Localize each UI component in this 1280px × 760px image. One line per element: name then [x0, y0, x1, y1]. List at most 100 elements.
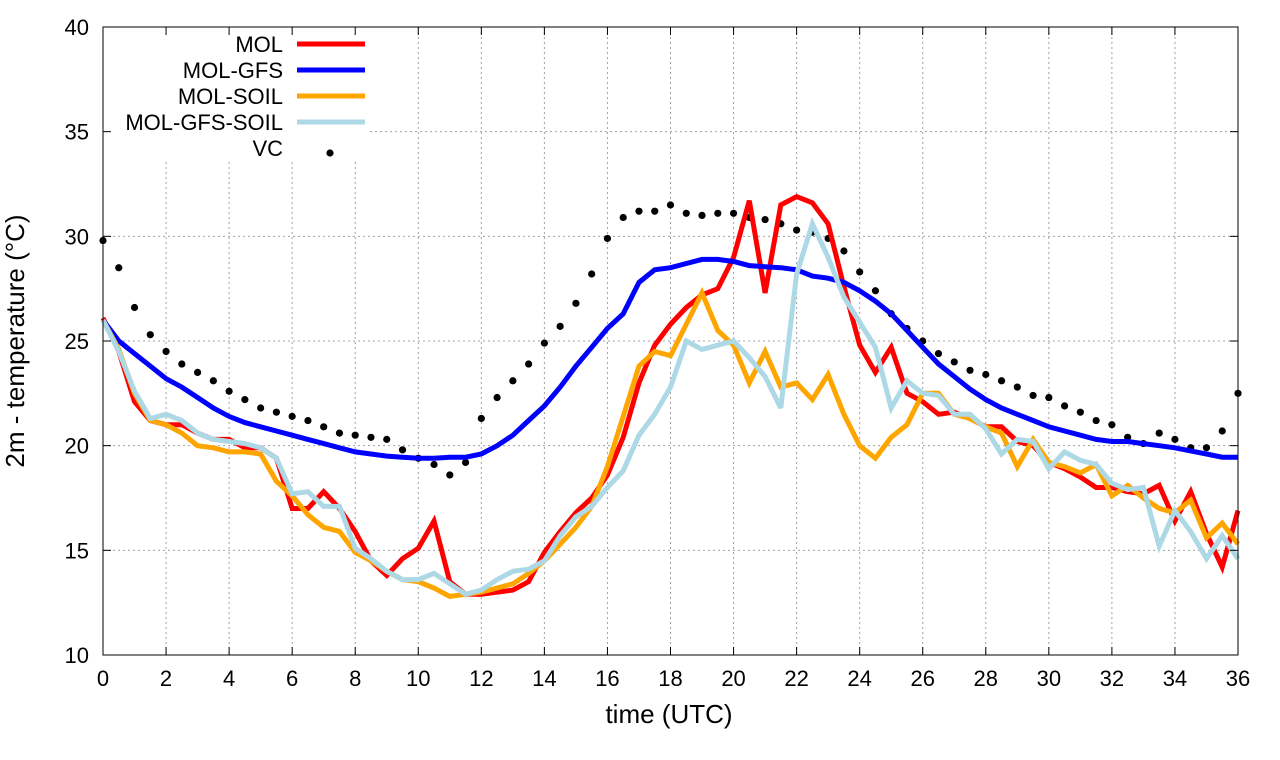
data-point-vc [1108, 421, 1116, 429]
legend-label-vc: VC [252, 136, 283, 161]
y-tick-label: 35 [65, 120, 89, 145]
data-point-vc [320, 423, 328, 431]
x-tick-label: 8 [349, 666, 361, 691]
y-tick-label: 15 [65, 538, 89, 563]
x-tick-label: 6 [286, 666, 298, 691]
data-point-vc [525, 360, 533, 368]
x-tick-label: 20 [721, 666, 745, 691]
data-point-vc [666, 201, 675, 209]
x-tick-label: 30 [1037, 666, 1061, 691]
data-point-vc [272, 408, 281, 416]
data-point-vc [1076, 408, 1084, 416]
data-point-vc [383, 435, 391, 443]
data-point-vc [178, 360, 186, 368]
data-point-vc [982, 370, 990, 379]
data-point-vc [461, 458, 470, 467]
x-tick-label: 4 [223, 666, 235, 691]
x-tick-label: 14 [532, 666, 556, 691]
data-point-vc [288, 412, 296, 420]
data-point-vc [603, 234, 612, 243]
data-point-vc [1155, 429, 1163, 437]
x-tick-label: 16 [595, 666, 619, 691]
x-tick-label: 0 [97, 666, 109, 691]
x-tick-label: 18 [658, 666, 682, 691]
series-line-mol [100, 193, 1241, 597]
y-tick-label: 20 [65, 434, 89, 459]
series-line-mol-gfs-soil [100, 216, 1241, 598]
data-point-vc [257, 404, 265, 412]
x-tick-label: 28 [974, 666, 998, 691]
data-point-vc [635, 207, 643, 215]
data-point-vc [304, 416, 312, 425]
y-tick-label: 30 [65, 224, 89, 249]
data-point-vc [1202, 444, 1211, 452]
tick-layer: 0 2 4 6 8 10 12 14 16 18 20 22 24 26 28 30 32 34 361015202… [65, 15, 1251, 691]
data-point-vc [997, 377, 1006, 385]
data-point-vc [351, 431, 359, 439]
data-point-vc [588, 270, 596, 278]
data-point-vc [540, 339, 548, 347]
y-tick-label: 40 [65, 15, 89, 40]
data-point-vc [130, 303, 139, 312]
data-point-vc [651, 207, 659, 215]
data-point-vc [1013, 383, 1021, 391]
data-point-vc [1045, 393, 1053, 402]
data-point-vc [146, 331, 154, 339]
data-point-vc [793, 226, 801, 234]
data-point-vc [871, 287, 880, 295]
legend-label-mol-gfs-soil: MOL-GFS-SOIL [125, 110, 283, 135]
data-point-vc [430, 460, 438, 469]
data-point-vc [1092, 416, 1100, 425]
data-point-vc [698, 211, 706, 219]
series-line-mol-gfs [101, 256, 1238, 461]
data-point-vc [856, 268, 864, 276]
grid-layer [103, 27, 1238, 655]
data-point-vc [729, 209, 738, 217]
data-point-vc [1060, 402, 1069, 410]
data-point-vc [966, 366, 974, 374]
data-point-vc [556, 322, 564, 330]
data-point-vc [241, 396, 249, 404]
y-tick-label: 10 [65, 643, 89, 668]
data-point-vc [398, 446, 407, 454]
data-point-vc [1029, 391, 1037, 400]
legend-swatch-vc [326, 149, 334, 157]
data-point-vc [367, 433, 375, 441]
data-point-vc [225, 387, 233, 395]
data-point-vc [1218, 427, 1226, 435]
y-tick-label: 25 [65, 329, 89, 354]
x-axis-label: time (UTC) [605, 699, 732, 729]
data-point-vc [335, 429, 344, 437]
data-point-vc [619, 213, 627, 222]
data-point-vc [446, 471, 454, 479]
data-point-vc [682, 209, 690, 217]
x-tick-label: 32 [1100, 666, 1124, 691]
legend-label-mol-gfs: MOL-GFS [183, 58, 283, 83]
data-point-vc [572, 299, 580, 307]
data-point-vc [840, 247, 848, 255]
data-point-vc [477, 414, 485, 423]
legend-label-mol-soil: MOL-SOIL [178, 84, 283, 109]
data-point-vc [714, 209, 722, 217]
series-layer [99, 193, 1242, 599]
legend-label-mol: MOL [235, 32, 283, 57]
x-tick-label: 22 [784, 666, 808, 691]
data-point-vc [1171, 435, 1179, 443]
x-tick-label: 12 [469, 666, 493, 691]
data-point-vc [115, 264, 123, 272]
x-tick-label: 2 [160, 666, 172, 691]
y-axis-label: 2m - temperature (°C) [0, 214, 30, 467]
x-tick-label: 26 [910, 666, 934, 691]
x-tick-label: 34 [1163, 666, 1187, 691]
x-tick-label: 10 [406, 666, 430, 691]
data-point-vc [493, 393, 501, 402]
data-point-vc [761, 215, 769, 224]
x-tick-label: 36 [1226, 666, 1250, 691]
data-point-vc [509, 377, 517, 385]
data-point-vc [934, 349, 943, 358]
x-tick-label: 24 [847, 666, 871, 691]
data-point-vc [193, 368, 202, 376]
data-point-vc [950, 358, 958, 366]
